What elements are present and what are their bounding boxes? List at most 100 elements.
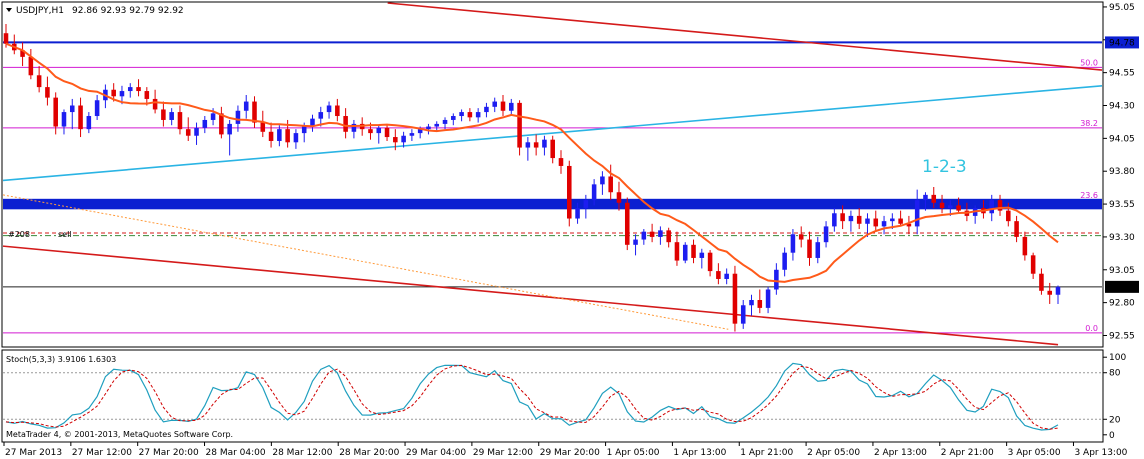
- candle-body: [616, 192, 622, 203]
- moving-average-line: [5, 42, 1059, 283]
- candle-body: [757, 300, 763, 308]
- time-tick-label: 27 Mar 20:00: [139, 448, 199, 458]
- candle-body: [119, 91, 125, 97]
- candle-body: [1014, 221, 1019, 237]
- candle-body: [1006, 210, 1011, 222]
- candle-body: [210, 113, 216, 120]
- candle-body: [28, 56, 34, 76]
- candle-body: [575, 208, 580, 219]
- candle: [28, 48, 34, 80]
- candle: [268, 122, 274, 148]
- candle-body: [20, 50, 25, 57]
- candle-body: [840, 213, 845, 222]
- candle: [459, 109, 464, 122]
- candle-body: [243, 101, 249, 111]
- candle-body: [525, 142, 531, 148]
- candle: [227, 119, 232, 156]
- candle-body: [1039, 273, 1044, 291]
- candle: [608, 164, 613, 201]
- candle: [666, 227, 671, 248]
- candle-body: [724, 273, 729, 279]
- candle-body: [509, 102, 514, 111]
- candle-body: [451, 116, 456, 120]
- candle: [1014, 215, 1019, 243]
- candle: [243, 94, 249, 119]
- order-number-label: #208: [8, 230, 30, 239]
- candle: [144, 87, 150, 106]
- candle-body: [335, 105, 340, 117]
- candle: [185, 117, 191, 141]
- candle: [989, 194, 995, 222]
- price-marker-label: 94.78: [1109, 38, 1135, 48]
- candle: [1047, 282, 1052, 304]
- candle: [20, 42, 25, 67]
- candle: [310, 114, 315, 132]
- time-tick-label: 28 Mar 12:00: [272, 448, 332, 458]
- candle-body: [185, 129, 191, 136]
- time-tick-label: 1 Apr 05:00: [607, 448, 660, 458]
- candle: [931, 186, 937, 209]
- candle: [467, 108, 473, 122]
- candle: [1039, 268, 1044, 295]
- time-tick-label: 29 Mar 20:00: [540, 448, 600, 458]
- candle: [641, 229, 647, 245]
- candle-body: [434, 123, 440, 127]
- candle: [36, 66, 42, 93]
- candle: [815, 236, 821, 264]
- candle: [451, 113, 456, 126]
- candle: [61, 109, 67, 135]
- candle-body: [368, 129, 373, 134]
- candle-body: [94, 100, 100, 117]
- candle-body: [914, 200, 920, 227]
- candle-body: [177, 112, 183, 130]
- candle: [856, 208, 862, 230]
- candle: [707, 250, 713, 277]
- candle: [219, 106, 224, 139]
- price-tick-label: 94.05: [1109, 134, 1135, 144]
- price-marker-box: [1105, 36, 1139, 49]
- fib-level-label: 0.0: [1085, 324, 1098, 333]
- candle-body: [293, 133, 299, 143]
- candle: [616, 181, 622, 211]
- time-tick-label: 2 Apr 13:00: [874, 448, 927, 458]
- stochastic-tick-label: 80: [1109, 369, 1121, 379]
- candle-body: [484, 106, 489, 113]
- candle: [699, 248, 705, 269]
- price-tick-label: 94.55: [1109, 69, 1135, 79]
- candle-body: [732, 273, 738, 324]
- candle-body: [782, 252, 787, 270]
- candle-body: [666, 230, 671, 243]
- candle: [691, 239, 696, 264]
- candle: [401, 131, 406, 148]
- candle: [335, 98, 340, 122]
- stochastic-panel-frame: [1, 349, 1104, 443]
- lower-channel-trendline: [2, 245, 1059, 346]
- price-tick-label: 93.55: [1109, 200, 1135, 210]
- candle-body: [699, 252, 705, 258]
- candle: [136, 79, 141, 97]
- candle: [898, 210, 903, 227]
- candle-body: [1030, 255, 1036, 274]
- candle-body: [658, 230, 663, 237]
- candle-body: [61, 112, 67, 127]
- candle-body: [301, 126, 307, 134]
- fib-level-label: 38.2: [1080, 119, 1098, 128]
- candle-body: [583, 200, 589, 209]
- candle: [426, 123, 431, 135]
- time-tick-label: 28 Mar 20:00: [339, 448, 399, 458]
- candle-body: [318, 112, 324, 119]
- candle-body: [69, 105, 75, 113]
- candle: [724, 268, 729, 285]
- collapse-triangle-icon[interactable]: [6, 8, 12, 12]
- ohlc-readout: 92.86 92.93 92.79 92.92: [72, 6, 184, 16]
- candle: [790, 229, 796, 261]
- stochastic-tick-label: 0: [1109, 431, 1115, 441]
- upper-channel-trendline: [387, 2, 1103, 71]
- chart-header: USDJPY,H1 92.86 92.93 92.79 92.92: [6, 6, 184, 16]
- candle-body: [641, 231, 647, 240]
- candle: [997, 194, 1003, 216]
- candle-body: [558, 158, 564, 166]
- candle: [517, 100, 522, 156]
- candle-body: [161, 109, 166, 120]
